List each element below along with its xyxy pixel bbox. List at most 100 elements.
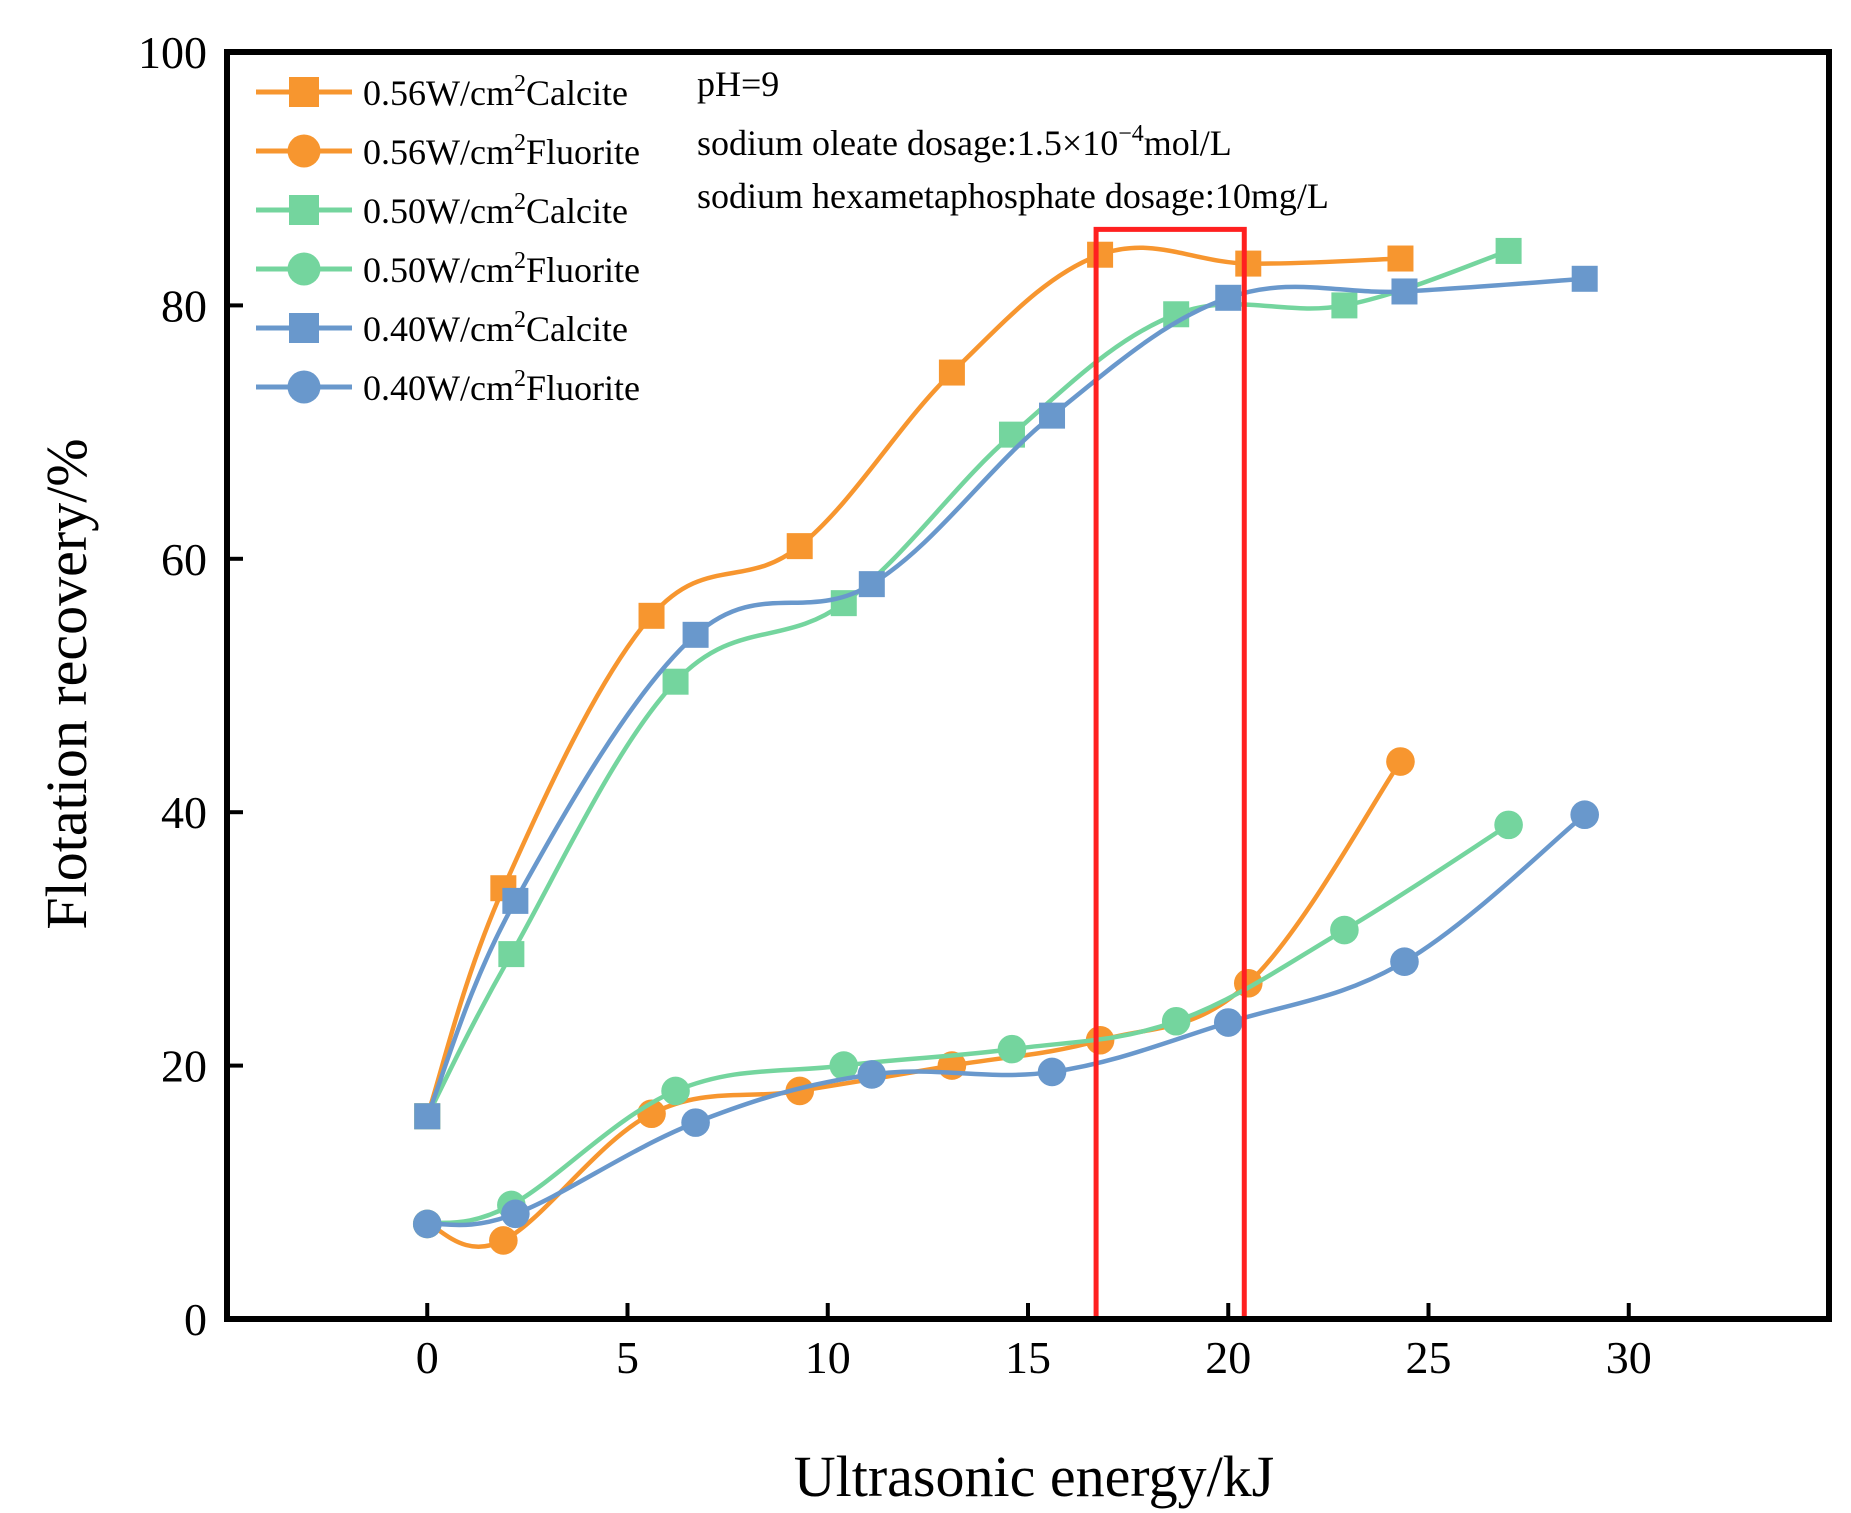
circle-marker	[489, 1226, 518, 1255]
legend-label-main: 0.40W/cm	[363, 309, 514, 349]
x-tick-label: 15	[1005, 1332, 1051, 1383]
legend-circle-marker	[287, 252, 321, 286]
square-marker	[1391, 278, 1418, 305]
x-axis-title: Ultrasonic energy/kJ	[794, 1444, 1275, 1509]
legend-label-main: 0.56W/cm	[363, 132, 514, 172]
square-marker	[1087, 241, 1114, 268]
annotation-oleate-suffix: mol/L	[1144, 123, 1232, 163]
series-line	[426, 822, 1510, 1227]
legend-label-sup: 2	[514, 248, 526, 274]
series-layer	[412, 237, 1599, 1255]
legend-label-tail: Calcite	[526, 191, 628, 231]
x-tick-label: 25	[1406, 1332, 1452, 1383]
square-marker	[858, 571, 885, 598]
legend-label-sup: 2	[514, 307, 526, 333]
legend-label-sup: 2	[514, 130, 526, 156]
legend-label-sup: 2	[514, 71, 526, 97]
legend-label-tail: Calcite	[526, 73, 628, 113]
legend: 0.56W/cm2Calcite0.56W/cm2Fluorite0.50W/c…	[256, 71, 640, 408]
legend-label: 0.50W/cm2Fluorite	[363, 248, 640, 290]
square-marker	[502, 887, 529, 914]
square-marker	[1235, 250, 1262, 277]
legend-circle-marker	[287, 370, 321, 404]
square-marker	[938, 359, 965, 386]
annotation-oleate-prefix: sodium oleate dosage:1.5×10	[697, 123, 1118, 163]
y-tick-label: 100	[138, 27, 207, 78]
circle-marker	[1386, 747, 1415, 776]
legend-item: 0.56W/cm2Fluorite	[256, 130, 640, 172]
legend-item: 0.50W/cm2Calcite	[256, 189, 628, 231]
y-tick-label: 20	[161, 1041, 207, 1092]
x-tick-label: 20	[1205, 1332, 1251, 1383]
legend-label-main: 0.50W/cm	[363, 250, 514, 290]
legend-item: 0.40W/cm2Fluorite	[256, 366, 640, 408]
circle-marker	[1330, 915, 1359, 945]
circle-marker	[1213, 1008, 1243, 1037]
series-5	[412, 800, 1599, 1239]
legend-label-sup: 2	[514, 366, 526, 392]
legend-label: 0.40W/cm2Fluorite	[363, 366, 640, 408]
circle-marker	[681, 1108, 710, 1137]
y-tick-label: 60	[161, 534, 207, 585]
series-line	[425, 248, 1510, 1118]
legend-label-tail: Fluorite	[526, 368, 640, 408]
plot-frame	[224, 49, 1832, 1322]
square-marker	[682, 621, 709, 648]
series-line	[425, 276, 1585, 1118]
legend-label-main: 0.56W/cm	[363, 73, 514, 113]
legend-label: 0.50W/cm2Calcite	[363, 189, 628, 231]
circle-marker	[857, 1060, 887, 1089]
legend-label-sup: 2	[514, 189, 526, 215]
legend-label-tail: Fluorite	[526, 132, 640, 172]
circle-marker	[1570, 800, 1599, 830]
legend-label: 0.56W/cm2Calcite	[363, 71, 628, 113]
legend-item: 0.50W/cm2Fluorite	[256, 248, 640, 290]
square-marker	[1571, 265, 1598, 292]
circle-marker	[1037, 1057, 1067, 1087]
annotation-hexametaphosphate: sodium hexametaphosphate dosage:10mg/L	[697, 176, 1329, 216]
legend-square-marker	[289, 313, 319, 343]
square-marker	[1495, 237, 1522, 264]
annotation-oleate-exponent: −4	[1118, 121, 1144, 147]
circle-marker	[661, 1076, 690, 1106]
legend-label-main: 0.40W/cm	[363, 368, 514, 408]
x-tick-label: 30	[1606, 1332, 1652, 1383]
legend-label: 0.40W/cm2Calcite	[363, 307, 628, 349]
circle-marker	[829, 1051, 859, 1080]
circle-marker	[1390, 947, 1419, 977]
y-tick-label: 80	[161, 280, 207, 331]
square-marker	[1215, 284, 1242, 311]
annotation-oleate: sodium oleate dosage:1.5×10−4mol/L	[697, 121, 1232, 163]
circle-marker	[412, 1209, 442, 1239]
legend-label: 0.56W/cm2Fluorite	[363, 130, 640, 172]
series-3	[412, 810, 1523, 1239]
circle-marker	[997, 1034, 1027, 1064]
circle-marker	[785, 1076, 815, 1106]
square-marker	[1331, 292, 1358, 319]
circle-marker	[1494, 810, 1523, 840]
x-tick-label: 0	[416, 1332, 439, 1383]
square-marker	[1039, 402, 1066, 429]
square-marker	[662, 668, 689, 695]
square-marker	[638, 602, 665, 629]
legend-circle-marker	[287, 134, 321, 168]
legend-label-main: 0.50W/cm	[363, 191, 514, 231]
y-tick-label: 40	[161, 787, 207, 838]
y-tick-label: 0	[184, 1294, 207, 1345]
circle-marker	[1161, 1006, 1191, 1036]
legend-item: 0.56W/cm2Calcite	[256, 71, 628, 113]
legend-item: 0.40W/cm2Calcite	[256, 307, 628, 349]
y-axis-title: Flotation recovery/%	[34, 438, 99, 929]
legend-square-marker	[289, 77, 319, 107]
axis-ticks-layer: 0 5 10 15 20 25 30 0 20 40 60 80 100	[138, 27, 1652, 1383]
square-marker	[1387, 245, 1414, 272]
series-4	[414, 265, 1598, 1130]
legend-square-marker	[289, 195, 319, 225]
legend-label-tail: Fluorite	[526, 250, 640, 290]
legend-label-tail: Calcite	[526, 309, 628, 349]
square-marker	[414, 1103, 441, 1130]
square-marker	[786, 533, 813, 560]
circle-marker	[501, 1199, 530, 1229]
